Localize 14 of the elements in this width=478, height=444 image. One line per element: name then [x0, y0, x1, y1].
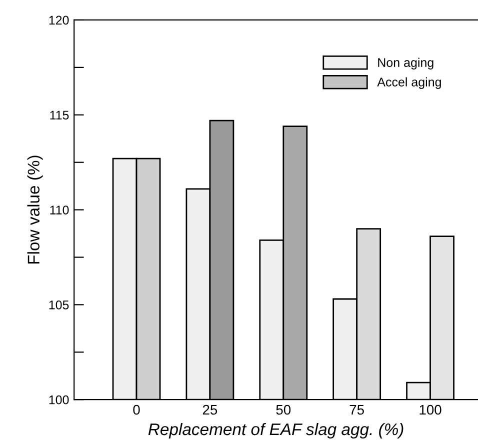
- y-tick-label: 110: [50, 206, 69, 214]
- legend-label: Accel aging: [377, 77, 441, 89]
- x-tick-label: 50: [276, 404, 291, 415]
- y-tick-label: 115: [50, 110, 69, 120]
- x-tick-label: 0: [133, 404, 140, 415]
- y-tick-label: 105: [49, 300, 69, 310]
- x-tick-label: 25: [202, 404, 218, 415]
- x-tick-label: 100: [420, 404, 442, 415]
- x-axis-title: Replacement of EAF slag agg. (%): [148, 422, 404, 438]
- x-tick-label: 75: [350, 404, 364, 415]
- y-tick-label: 100: [49, 395, 69, 404]
- y-axis-title: Flow value (%): [27, 156, 43, 264]
- y-tick-label: 120: [49, 16, 69, 25]
- legend-label: Non aging: [378, 58, 434, 70]
